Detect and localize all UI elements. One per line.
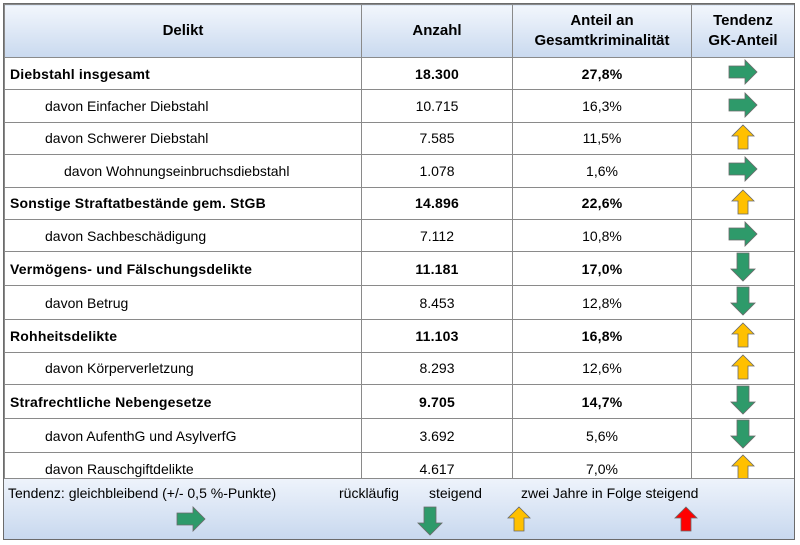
table-row: davon AufenthG und AsylverfG 3.692 5,6% xyxy=(4,418,794,454)
cell-anteil: 17,0% xyxy=(512,251,692,287)
cell-anteil: 14,7% xyxy=(512,384,692,420)
table-row: davon Einfacher Diebstahl 10.715 16,3% xyxy=(4,89,794,123)
table-row: davon Körperverletzung 8.293 12,6% xyxy=(4,351,794,386)
table-row: Sonstige Straftatbestände gem. StGB 14.89… xyxy=(4,186,794,220)
arrow-down-icon xyxy=(730,385,756,418)
table-header-row: Delikt Anzahl Anteil an Gesamtkriminalit… xyxy=(4,4,794,58)
arrow-up-icon xyxy=(731,124,755,153)
table-row: Rohheitsdelikte 11.103 16,8% xyxy=(4,319,794,353)
cell-delikt: Diebstahl insgesamt xyxy=(4,56,362,91)
arrow-down-icon xyxy=(730,286,756,319)
cell-anteil: 22,6% xyxy=(512,186,692,220)
cell-delikt: Rohheitsdelikte xyxy=(4,319,362,353)
cell-tendenz xyxy=(691,418,794,454)
table-row: davon Schwerer Diebstahl 7.585 11,5% xyxy=(4,121,794,156)
cell-delikt: davon AufenthG und AsylverfG xyxy=(4,418,362,454)
arrow-up-icon xyxy=(507,506,531,537)
arrow-down-icon xyxy=(730,419,756,452)
cell-anzahl: 7.112 xyxy=(361,218,513,253)
cell-delikt: Strafrechtliche Nebengesetze xyxy=(4,384,362,420)
cell-anzahl: 11.181 xyxy=(361,251,513,287)
cell-anteil: 16,3% xyxy=(512,89,692,123)
cell-anteil: 11,5% xyxy=(512,121,692,156)
arrow-up-icon xyxy=(731,189,755,218)
cell-tendenz xyxy=(691,384,794,420)
table-row: davon Sachbeschädigung 7.112 10,8% xyxy=(4,218,794,253)
arrow-right-icon xyxy=(728,91,758,121)
cell-tendenz xyxy=(691,251,794,287)
header-anteil: Anteil an Gesamtkriminalität xyxy=(512,4,692,58)
table-row: Vermögens- und Fälschungsdelikte 11.181 17… xyxy=(4,251,794,287)
cell-delikt: davon Körperverletzung xyxy=(4,351,362,386)
table-row: davon Betrug 8.453 12,8% xyxy=(4,285,794,321)
cell-anzahl: 14.896 xyxy=(361,186,513,220)
cell-tendenz xyxy=(691,351,794,386)
cell-anteil: 5,6% xyxy=(512,418,692,454)
header-anzahl: Anzahl xyxy=(361,4,513,58)
arrow-right-icon xyxy=(728,59,758,88)
cell-anzahl: 18.300 xyxy=(361,56,513,91)
cell-tendenz xyxy=(691,56,794,91)
cell-anzahl: 8.293 xyxy=(361,351,513,386)
legend-falling-label: rückläufig xyxy=(339,485,399,501)
cell-anteil: 12,6% xyxy=(512,351,692,386)
table-row: davon Wohnungseinbruchsdiebstahl 1.078 1,6… xyxy=(4,154,794,188)
legend-title: Tendenz: gleichbleibend (+/- 0,5 %-Punkt… xyxy=(8,485,277,501)
cell-anzahl: 8.453 xyxy=(361,285,513,321)
table-row: Diebstahl insgesamt 18.300 27,8% xyxy=(4,56,794,91)
header-anteil-line1: Anteil an xyxy=(570,12,634,29)
arrow-right-icon xyxy=(728,221,758,250)
cell-tendenz xyxy=(691,319,794,353)
crime-statistics-table-frame: Delikt Anzahl Anteil an Gesamtkriminalit… xyxy=(3,3,795,540)
cell-delikt: davon Einfacher Diebstahl xyxy=(4,89,362,123)
cell-anzahl: 9.705 xyxy=(361,384,513,420)
crime-statistics-table: Delikt Anzahl Anteil an Gesamtkriminalit… xyxy=(4,4,794,486)
legend: Tendenz: gleichbleibend (+/- 0,5 %-Punkt… xyxy=(4,478,794,539)
cell-anzahl: 7.585 xyxy=(361,121,513,156)
header-tendenz-line1: Tendenz xyxy=(713,12,773,29)
arrow-right-icon xyxy=(176,506,206,537)
cell-anteil: 12,8% xyxy=(512,285,692,321)
header-tendenz: Tendenz GK-Anteil xyxy=(691,4,794,58)
cell-anteil: 16,8% xyxy=(512,319,692,353)
cell-tendenz xyxy=(691,89,794,123)
arrow-down-icon xyxy=(417,506,443,539)
header-anteil-line2: Gesamtkriminalität xyxy=(534,32,670,49)
cell-anteil: 27,8% xyxy=(512,56,692,91)
cell-anzahl: 10.715 xyxy=(361,89,513,123)
cell-tendenz xyxy=(691,285,794,321)
cell-delikt: Vermögens- und Fälschungsdelikte xyxy=(4,251,362,287)
cell-anzahl: 3.692 xyxy=(361,418,513,454)
arrow-up-icon xyxy=(731,321,755,351)
header-tendenz-line2: GK-Anteil xyxy=(708,32,778,49)
arrow-down-icon xyxy=(730,252,756,285)
cell-delikt: davon Sachbeschädigung xyxy=(4,218,362,253)
cell-tendenz xyxy=(691,218,794,253)
arrow-up-icon xyxy=(731,354,755,383)
cell-delikt: davon Betrug xyxy=(4,285,362,321)
legend-rising-label: steigend xyxy=(429,485,482,501)
cell-tendenz xyxy=(691,121,794,156)
legend-rising-twice-label: zwei Jahre in Folge steigend xyxy=(521,485,699,501)
header-delikt: Delikt xyxy=(4,4,362,58)
cell-delikt: davon Wohnungseinbruchsdiebstahl xyxy=(4,154,362,188)
arrow-up-red-icon xyxy=(674,506,698,537)
arrow-right-icon xyxy=(728,156,758,185)
cell-anteil: 10,8% xyxy=(512,218,692,253)
cell-delikt: Sonstige Straftatbestände gem. StGB xyxy=(4,186,362,220)
cell-anzahl: 11.103 xyxy=(361,319,513,353)
cell-tendenz xyxy=(691,154,794,188)
cell-tendenz xyxy=(691,186,794,220)
cell-delikt: davon Schwerer Diebstahl xyxy=(4,121,362,156)
cell-anteil: 1,6% xyxy=(512,154,692,188)
table-body: Diebstahl insgesamt 18.300 27,8% davon Einf… xyxy=(4,56,794,486)
table-row: Strafrechtliche Nebengesetze 9.705 14,7% xyxy=(4,384,794,420)
cell-anzahl: 1.078 xyxy=(361,154,513,188)
